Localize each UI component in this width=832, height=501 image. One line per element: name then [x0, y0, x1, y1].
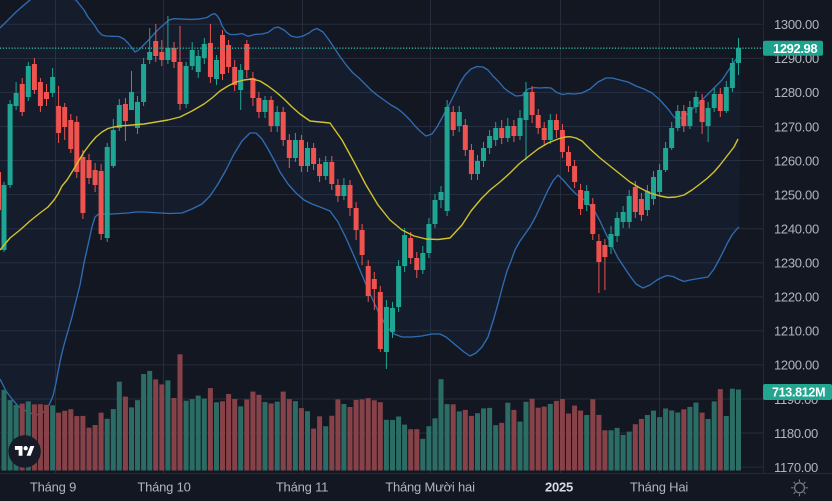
- svg-text:Tháng Hai: Tháng Hai: [630, 480, 688, 495]
- svg-text:Tháng 9: Tháng 9: [30, 480, 76, 495]
- svg-text:1250.00: 1250.00: [774, 187, 819, 202]
- svg-text:713.812M: 713.812M: [772, 386, 825, 400]
- svg-text:1220.00: 1220.00: [774, 290, 819, 305]
- svg-text:Tháng 11: Tháng 11: [276, 480, 328, 495]
- svg-text:1230.00: 1230.00: [774, 256, 819, 271]
- svg-text:2025: 2025: [545, 480, 573, 495]
- svg-text:1240.00: 1240.00: [774, 222, 819, 237]
- svg-text:1260.00: 1260.00: [774, 153, 819, 168]
- svg-text:1180.00: 1180.00: [774, 426, 818, 441]
- svg-text:1200.00: 1200.00: [774, 358, 819, 373]
- svg-text:Tháng Mười hai: Tháng Mười hai: [385, 480, 475, 495]
- svg-text:1270.00: 1270.00: [774, 119, 819, 134]
- svg-text:1170.00: 1170.00: [774, 460, 818, 475]
- svg-text:1300.00: 1300.00: [774, 17, 819, 32]
- svg-text:1280.00: 1280.00: [774, 85, 819, 100]
- svg-text:1292.98: 1292.98: [773, 41, 817, 56]
- svg-text:Tháng 10: Tháng 10: [137, 480, 190, 495]
- svg-text:1210.00: 1210.00: [774, 324, 819, 339]
